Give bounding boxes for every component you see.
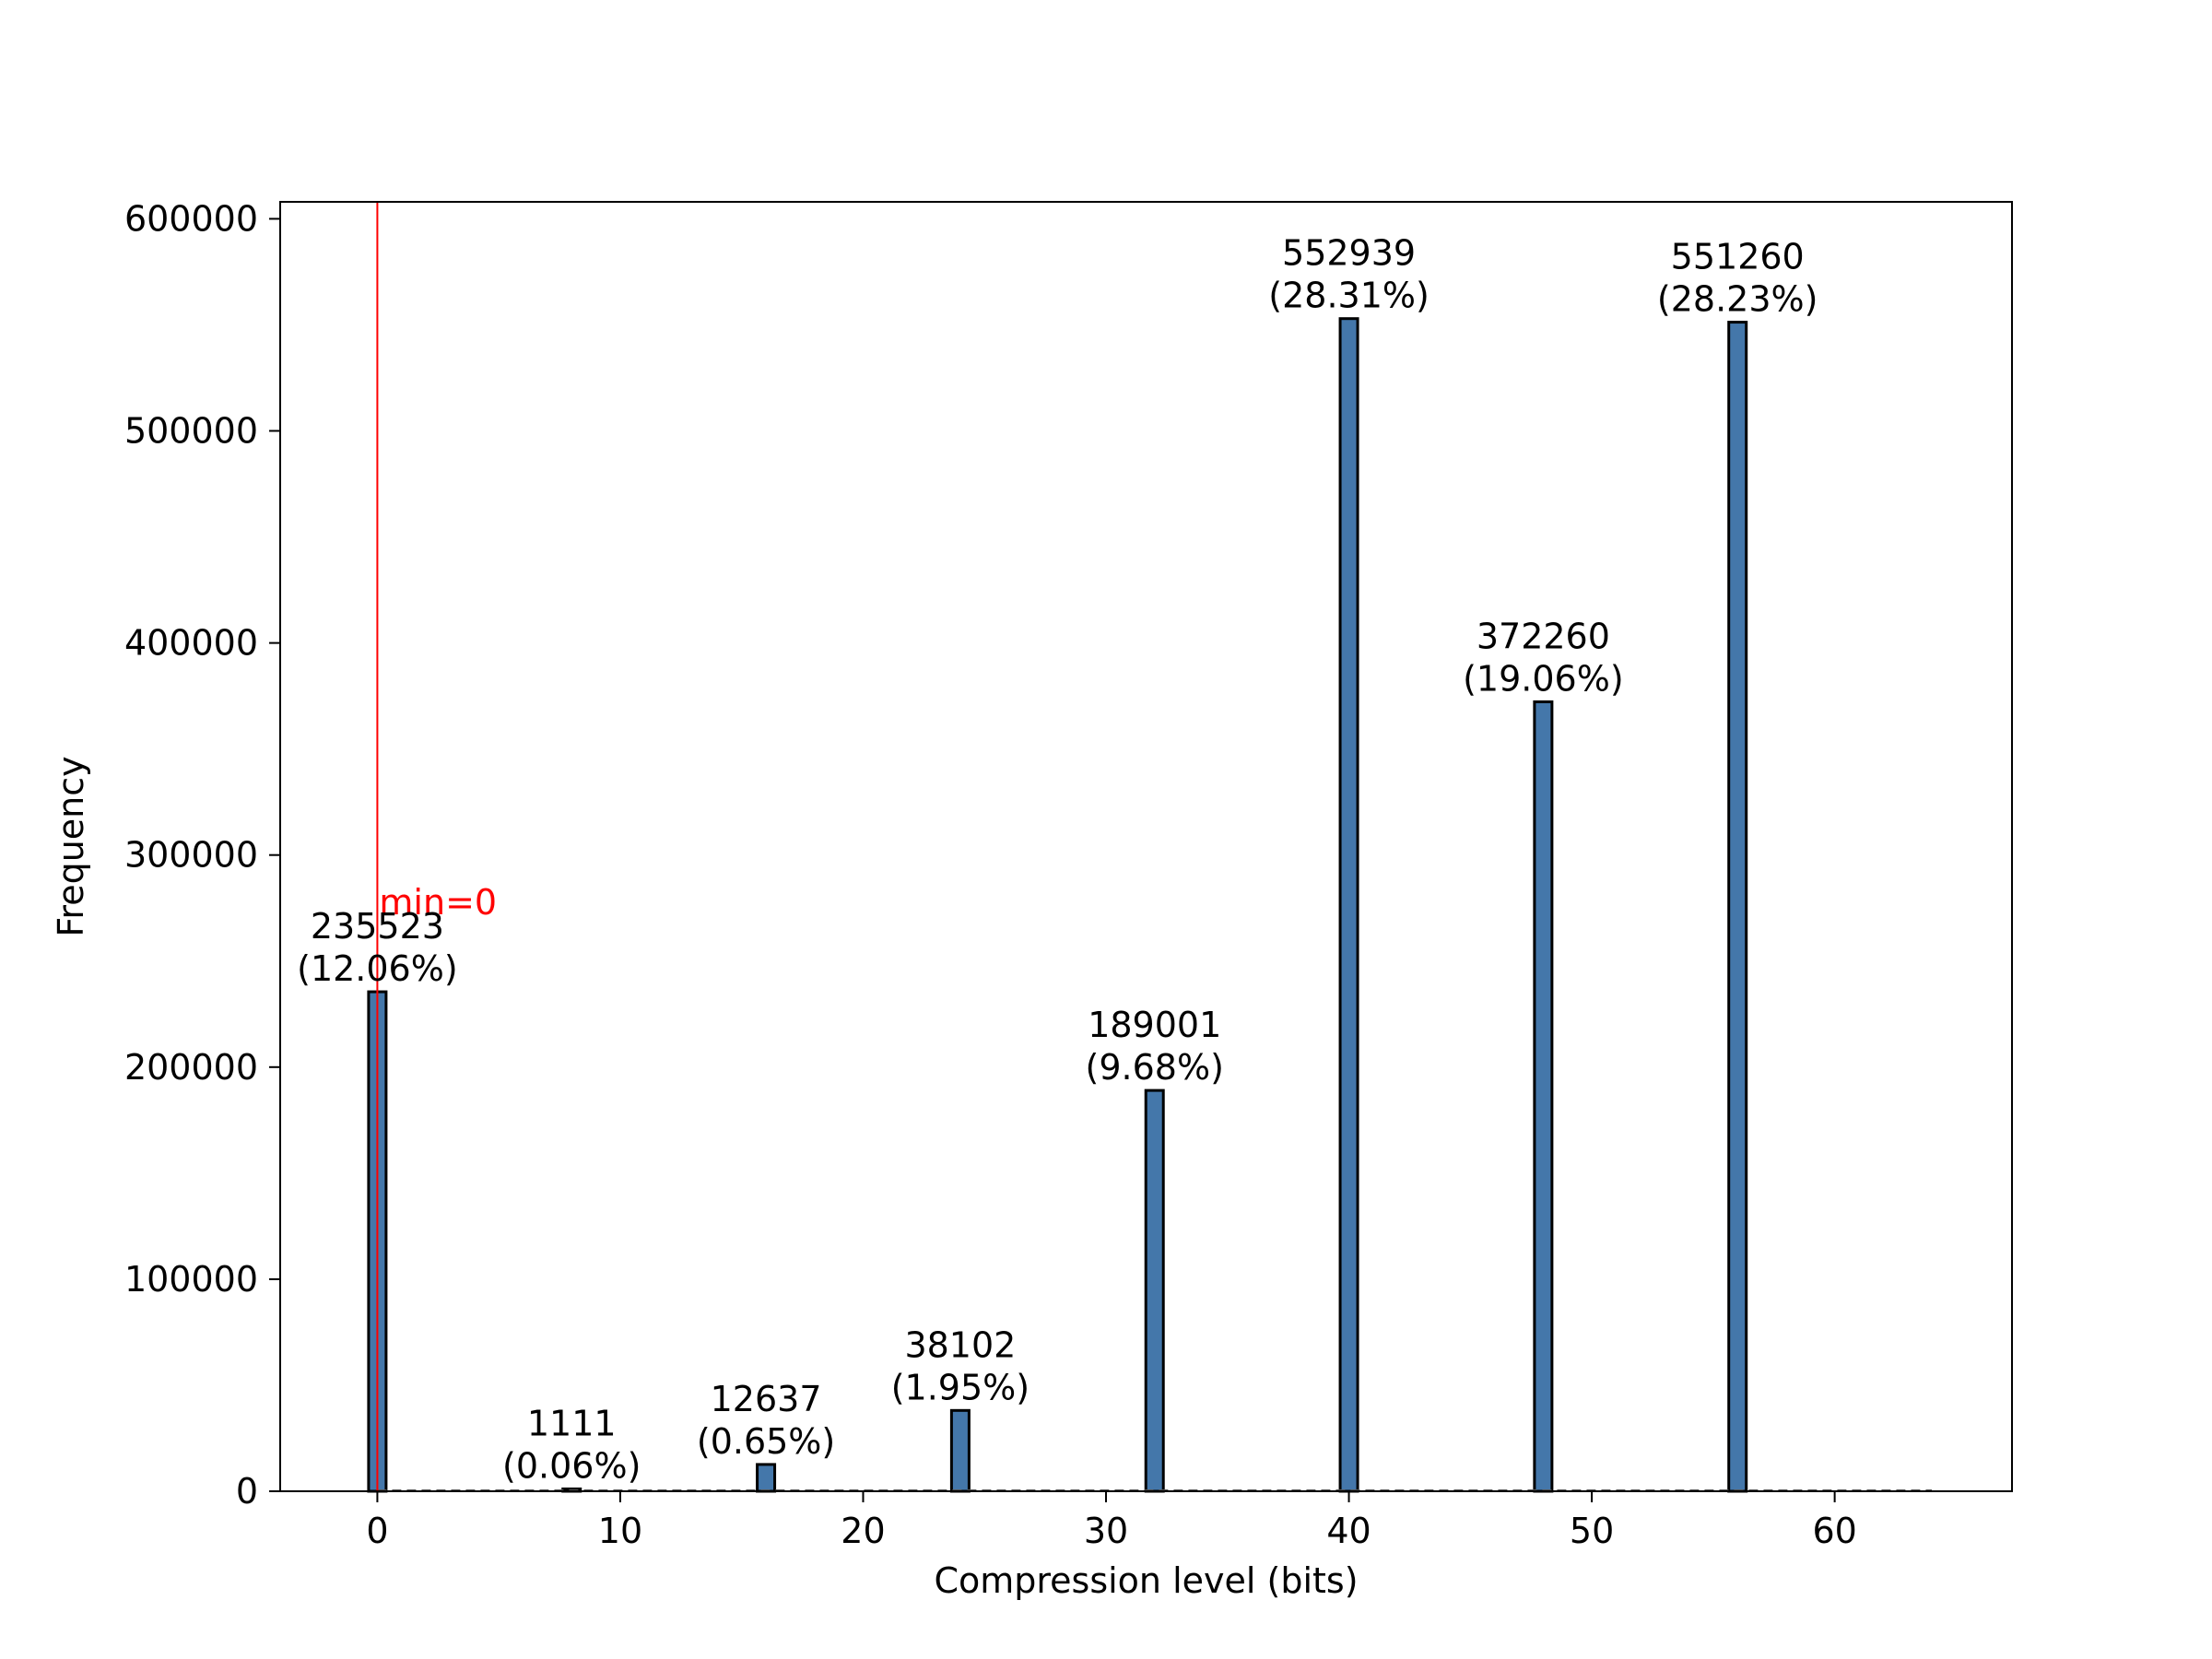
annotation: min=0: [376, 202, 497, 1491]
bar-2: [756, 1463, 777, 1493]
x-axis-label: Compression level (bits): [934, 1560, 1358, 1601]
bar-percent-label-0: (12.06%): [297, 948, 458, 989]
bar-3: [949, 1408, 971, 1493]
bar-count-label-3: 38102: [904, 1324, 1016, 1365]
x-tick-label-5: 50: [1570, 1511, 1614, 1551]
x-tick-label-0: 0: [366, 1511, 388, 1551]
bar-count-label-6: 372260: [1477, 616, 1610, 656]
bar-count-label-7: 551260: [1671, 237, 1805, 277]
x-tick-label-2: 20: [841, 1511, 885, 1551]
y-tick-label-5: 500000: [124, 411, 258, 452]
bar-percent-label-5: (28.31%): [1268, 276, 1430, 316]
bar-labels: 235523(12.06%) 1111(0.06%) 12637(0.65%) 381…: [297, 233, 1818, 1487]
bar-5: [1338, 317, 1359, 1493]
y-axis-label: Frequency: [51, 756, 91, 936]
bar-count-label-5: 552939: [1282, 233, 1416, 274]
bar-count-label-4: 189001: [1088, 1005, 1221, 1045]
y-tick-label-1: 100000: [124, 1259, 258, 1300]
bar-4: [1144, 1088, 1165, 1493]
min-marker-label: min=0: [379, 882, 497, 923]
x-tick-label-6: 60: [1812, 1511, 1856, 1551]
y-axis-ticks: 0 100000 200000 300000 400000 500000 600000: [124, 198, 280, 1512]
x-tick-label-3: 30: [1084, 1511, 1128, 1551]
bar-percent-label-7: (28.23%): [1657, 279, 1818, 320]
y-tick-label-3: 300000: [124, 835, 258, 876]
bar-count-label-2: 12637: [711, 1379, 822, 1419]
y-tick-label-6: 600000: [124, 198, 258, 239]
bar-percent-label-1: (0.06%): [502, 1445, 641, 1486]
bar-7: [1727, 321, 1748, 1493]
x-tick-label-1: 10: [598, 1511, 642, 1551]
bar-percent-label-6: (19.06%): [1463, 658, 1624, 699]
plot-frame: [279, 201, 2013, 1492]
bar-percent-label-4: (9.68%): [1086, 1047, 1224, 1088]
bar-percent-label-2: (0.65%): [697, 1421, 835, 1462]
bars: [367, 317, 1748, 1493]
y-tick-label-4: 400000: [124, 623, 258, 664]
x-axis-ticks: 0 10 20 30 40 50 60: [366, 1491, 1857, 1551]
bar-count-label-1: 1111: [527, 1403, 617, 1443]
bar-count-label-0: 235523: [311, 906, 444, 947]
y-tick-label-0: 0: [236, 1471, 258, 1512]
bar-percent-label-3: (1.95%): [891, 1367, 1030, 1407]
y-tick-label-2: 200000: [124, 1047, 258, 1088]
bar-6: [1533, 700, 1554, 1493]
x-tick-label-4: 40: [1326, 1511, 1371, 1551]
